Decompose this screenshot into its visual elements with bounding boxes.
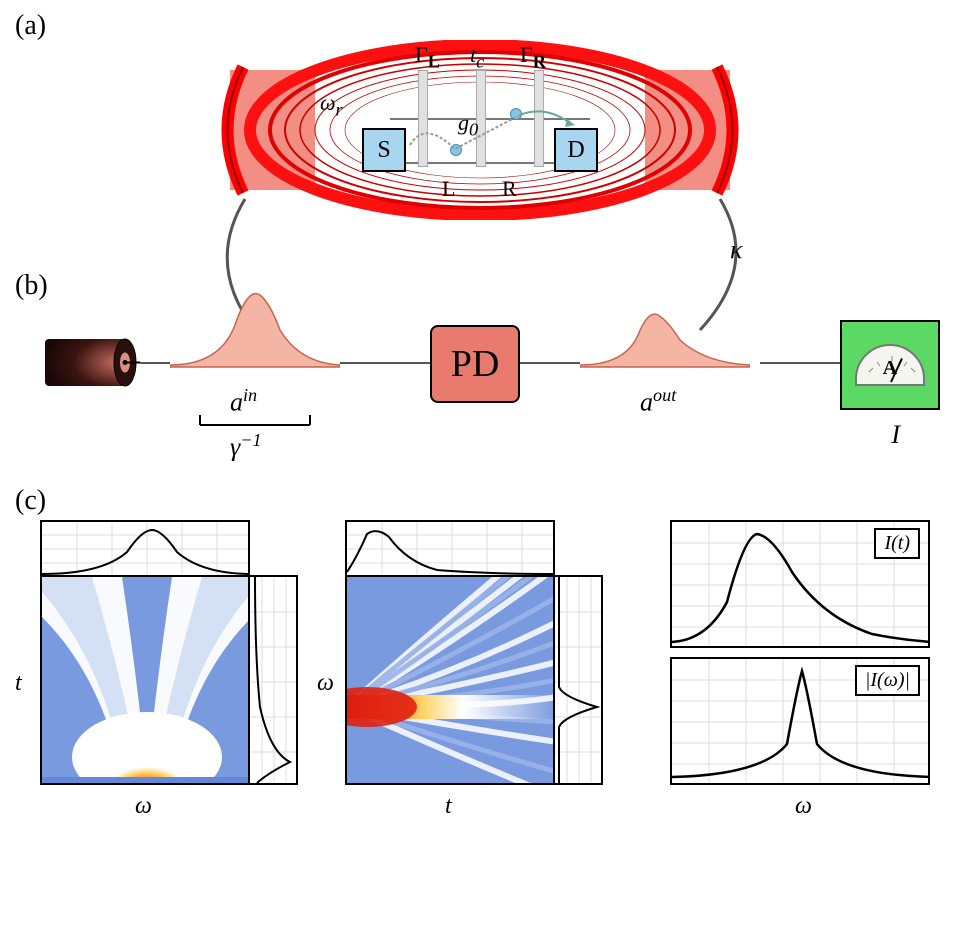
photodetector-box: PD xyxy=(430,325,520,403)
density-mid xyxy=(345,575,555,785)
panel-c-plots: ω t xyxy=(0,510,960,850)
a-out-label: aout xyxy=(640,385,676,418)
kappa-label: κ xyxy=(730,235,742,265)
axis-t-mid: t xyxy=(445,793,452,820)
plot-Iomega: |I(ω)| xyxy=(670,657,930,785)
axis-omega-mid: ω xyxy=(317,670,334,697)
mirror-left xyxy=(208,62,252,198)
gamma-r-label: ΓR xyxy=(520,42,546,72)
input-pulse xyxy=(170,285,340,370)
line-pulse1-pd xyxy=(340,362,430,364)
gamma-l-label: ΓL xyxy=(415,42,440,72)
panel-b-signal-chain: ain γ−1 PD aout xyxy=(0,280,960,460)
density-left xyxy=(40,575,250,785)
marginal-right-left xyxy=(250,575,298,785)
gamma-inv-label: γ−1 xyxy=(230,430,262,463)
It-box-label: I(t) xyxy=(874,528,920,559)
source-contact: S xyxy=(362,128,406,172)
output-pulse xyxy=(580,305,750,370)
coupling-arrow xyxy=(405,105,585,165)
marginal-right-mid xyxy=(555,575,603,785)
ammeter: A xyxy=(840,320,940,410)
marginal-top-mid xyxy=(345,520,555,575)
omega-r-label: ωr xyxy=(320,90,343,120)
marginal-top-left xyxy=(40,520,250,575)
dot-r-label: R xyxy=(502,176,517,202)
cavity: ωr ΓL tc ΓR S D L R xyxy=(230,40,730,220)
current-I-label: I xyxy=(891,420,900,450)
line-coax-pulse1 xyxy=(140,362,170,364)
tc-label: tc xyxy=(470,42,484,72)
mirror-right xyxy=(708,62,752,198)
axis-omega-left: ω xyxy=(135,793,152,820)
coax-cable-icon xyxy=(45,335,140,390)
panel-a-cavity-schematic: ωr ΓL tc ΓR S D L R xyxy=(0,10,960,240)
plot-It: I(t) xyxy=(670,520,930,648)
axis-omega-right: ω xyxy=(795,793,812,820)
ammeter-gauge-icon: A xyxy=(855,344,925,386)
Iomega-box-label: |I(ω)| xyxy=(855,665,920,696)
dot-l-label: L xyxy=(442,176,455,202)
axis-t-left: t xyxy=(15,670,22,697)
double-quantum-dot: S D L R g0 xyxy=(350,90,610,190)
line-pulse2-ammeter xyxy=(760,362,840,364)
line-pd-pulse2 xyxy=(520,362,580,364)
